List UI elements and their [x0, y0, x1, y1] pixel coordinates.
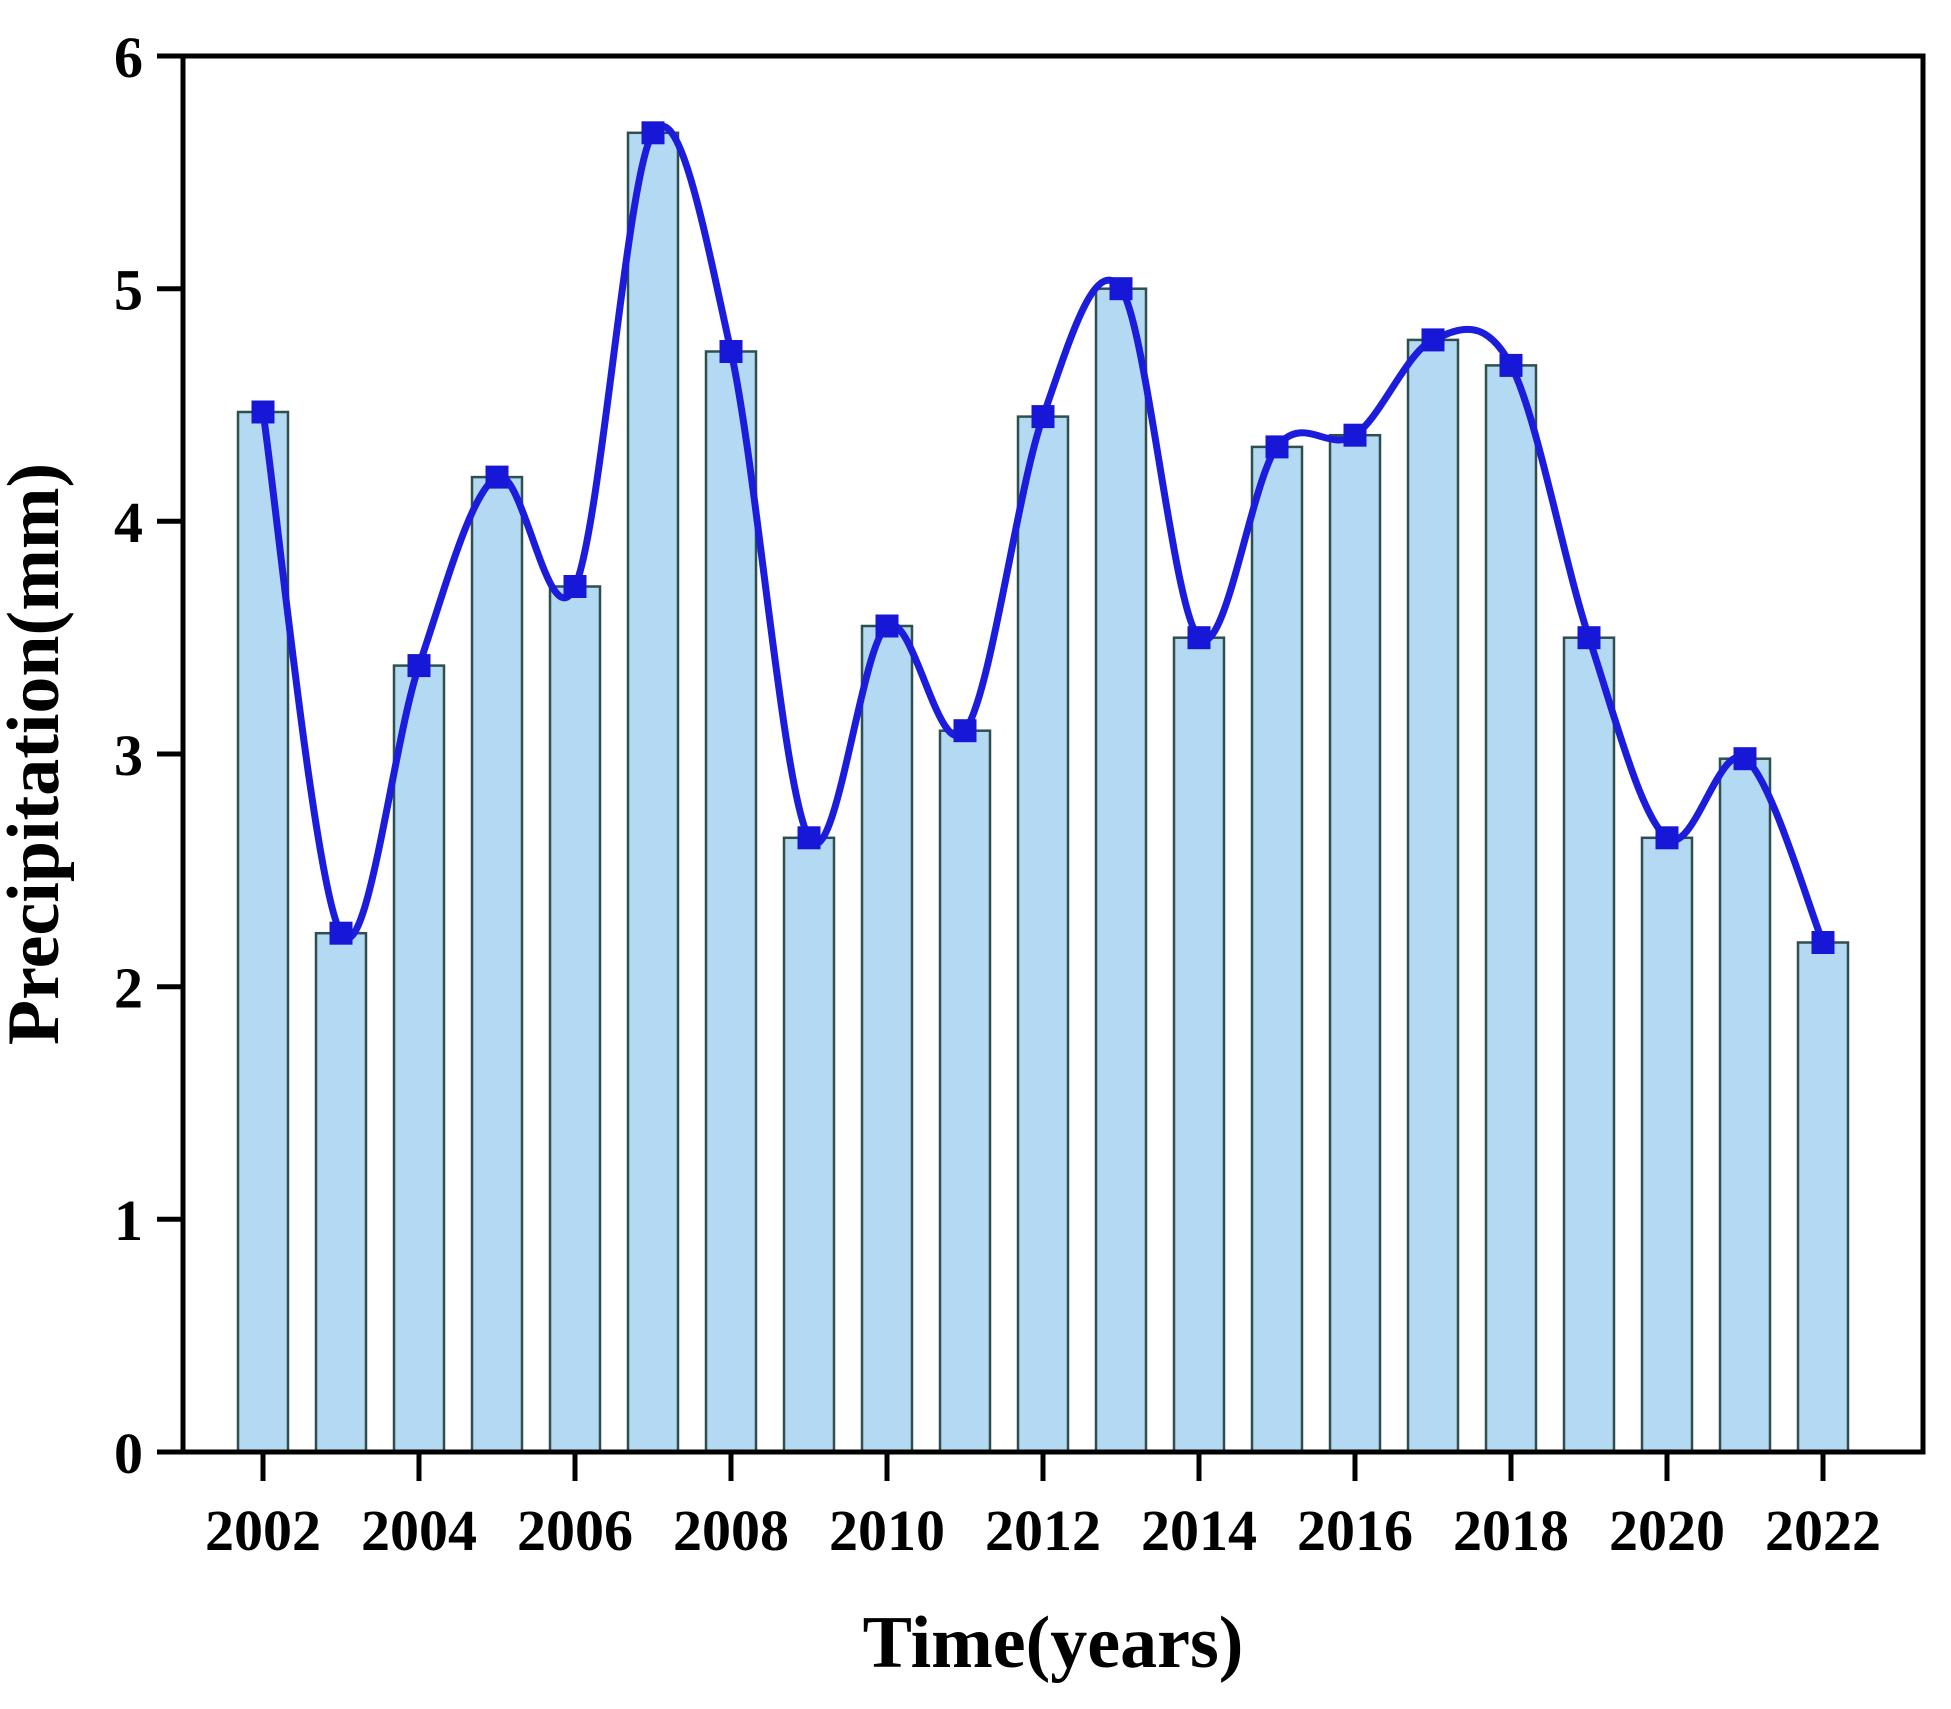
x-tick-label-2022: 2022: [1765, 1498, 1881, 1563]
y-tick-label-3: 3: [114, 723, 143, 788]
bar-2003: [314, 931, 368, 1454]
marker-2018: [1499, 353, 1523, 377]
marker-2007: [641, 121, 665, 145]
x-axis-title: Time(years): [863, 1602, 1244, 1684]
bar-2018: [1484, 364, 1538, 1454]
y-axis-title: Precipitation(mm): [0, 463, 75, 1045]
bar-2019: [1562, 636, 1616, 1454]
bar-2007: [626, 131, 680, 1454]
x-tick-label-2018: 2018: [1453, 1498, 1569, 1563]
marker-2020: [1655, 826, 1679, 850]
bar-2020: [1640, 836, 1694, 1454]
marker-2014: [1187, 626, 1211, 650]
bar-2014: [1172, 636, 1226, 1454]
bar-2012: [1016, 415, 1070, 1454]
marker-2006: [563, 575, 587, 598]
marker-2008: [719, 340, 743, 363]
x-tick-label-2010: 2010: [829, 1498, 945, 1563]
x-tick-label-2020: 2020: [1609, 1498, 1725, 1563]
y-tick-label-2: 2: [114, 956, 143, 1021]
bar-2015: [1250, 445, 1304, 1454]
x-tick-label-2004: 2004: [361, 1498, 477, 1563]
bar-2005: [470, 475, 524, 1454]
bar-2002: [236, 410, 290, 1454]
bar-2021: [1718, 757, 1772, 1454]
bar-2017: [1406, 338, 1460, 1454]
x-tick-label-2016: 2016: [1297, 1498, 1413, 1563]
marker-2004: [407, 654, 431, 678]
marker-2002: [251, 400, 275, 424]
bar-2016: [1328, 433, 1382, 1454]
marker-2013: [1109, 277, 1133, 301]
bar-2011: [938, 729, 992, 1454]
y-tick-label-0: 0: [114, 1421, 143, 1486]
bar-2009: [782, 836, 836, 1454]
bar-2008: [704, 350, 758, 1454]
marker-2011: [953, 719, 977, 743]
marker-2003: [329, 921, 353, 945]
marker-2009: [797, 826, 821, 850]
y-tick-label-6: 6: [114, 25, 143, 90]
x-tick-label-2006: 2006: [517, 1498, 633, 1563]
x-tick-label-2012: 2012: [985, 1498, 1101, 1563]
bar-2010: [860, 624, 914, 1454]
y-tick-label-4: 4: [114, 490, 143, 555]
marker-2017: [1421, 328, 1445, 352]
marker-2022: [1811, 931, 1835, 954]
marker-2015: [1265, 435, 1289, 459]
marker-2005: [485, 465, 509, 489]
marker-2019: [1577, 626, 1601, 650]
marker-2012: [1031, 405, 1055, 429]
y-tick-label-1: 1: [114, 1188, 143, 1253]
bar-2022: [1796, 941, 1850, 1454]
bar-2006: [548, 585, 602, 1454]
marker-2016: [1343, 423, 1367, 447]
x-tick-label-2014: 2014: [1141, 1498, 1257, 1563]
marker-2010: [875, 614, 899, 638]
x-tick-label-2008: 2008: [673, 1498, 789, 1563]
bar-2004: [392, 664, 446, 1454]
x-tick-label-2002: 2002: [205, 1498, 321, 1563]
bar-2013: [1094, 287, 1148, 1454]
y-tick-label-5: 5: [114, 258, 143, 323]
marker-2021: [1733, 747, 1757, 771]
